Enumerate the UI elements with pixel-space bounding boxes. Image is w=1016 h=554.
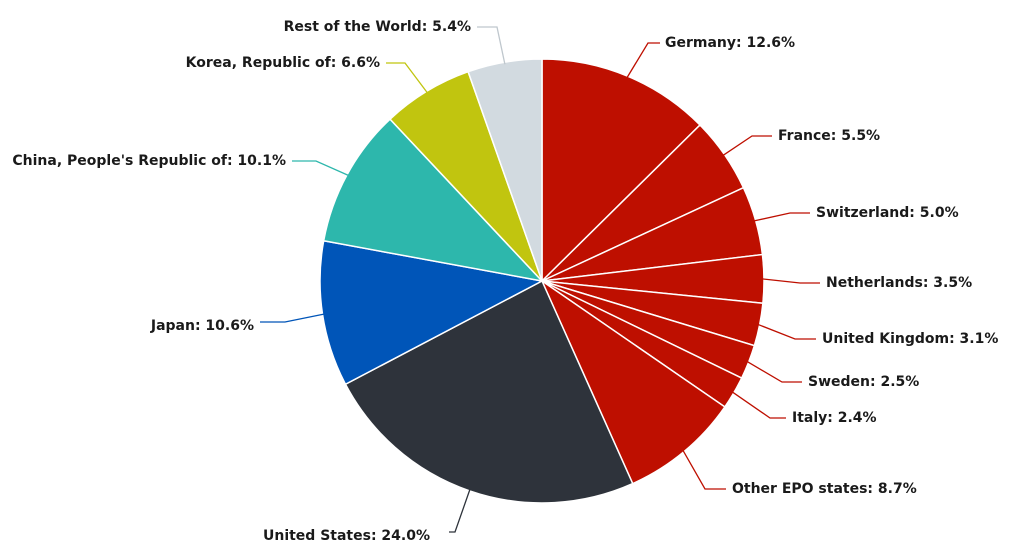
leader-line-united-states: [449, 488, 471, 533]
slice-label-rest-of-the-world: Rest of the World: 5.4%: [284, 19, 471, 35]
slice-label-korea-republic-of: Korea, Republic of: 6.6%: [186, 55, 380, 71]
leader-line-germany: [626, 42, 660, 79]
slice-label-netherlands: Netherlands: 3.5%: [826, 275, 972, 291]
leader-line-china-people-s-republic-of: [292, 160, 350, 177]
slice-label-germany: Germany: 12.6%: [665, 35, 795, 51]
leader-line-sweden: [746, 360, 802, 383]
slice-label-sweden: Sweden: 2.5%: [808, 374, 919, 390]
leader-line-korea-republic-of: [386, 62, 429, 94]
leader-line-united-kingdom: [757, 323, 816, 340]
leader-lines: [260, 26, 820, 533]
slice-label-other-epo-states: Other EPO states: 8.7%: [732, 481, 917, 497]
slice-label-france: France: 5.5%: [778, 128, 880, 144]
leader-line-other-epo-states: [682, 449, 726, 490]
leader-line-italy: [731, 391, 786, 419]
slice-label-china-people-s-republic-of: China, People's Republic of: 10.1%: [12, 153, 286, 169]
slice-label-united-states: United States: 24.0%: [263, 528, 430, 544]
slice-label-united-kingdom: United Kingdom: 3.1%: [822, 331, 998, 347]
slice-label-japan: Japan: 10.6%: [150, 318, 254, 334]
leader-line-rest-of-the-world: [477, 26, 506, 65]
slice-labels: Germany: 12.6% France: 5.5% Switzerland: 5…: [12, 19, 998, 544]
pie-slices: [319, 58, 765, 504]
leader-line-switzerland: [753, 212, 810, 222]
leader-line-japan: [260, 313, 325, 323]
slice-label-italy: Italy: 2.4%: [792, 410, 877, 426]
leader-line-netherlands: [761, 278, 820, 284]
leader-line-france: [722, 135, 772, 157]
slice-label-switzerland: Switzerland: 5.0%: [816, 205, 959, 221]
